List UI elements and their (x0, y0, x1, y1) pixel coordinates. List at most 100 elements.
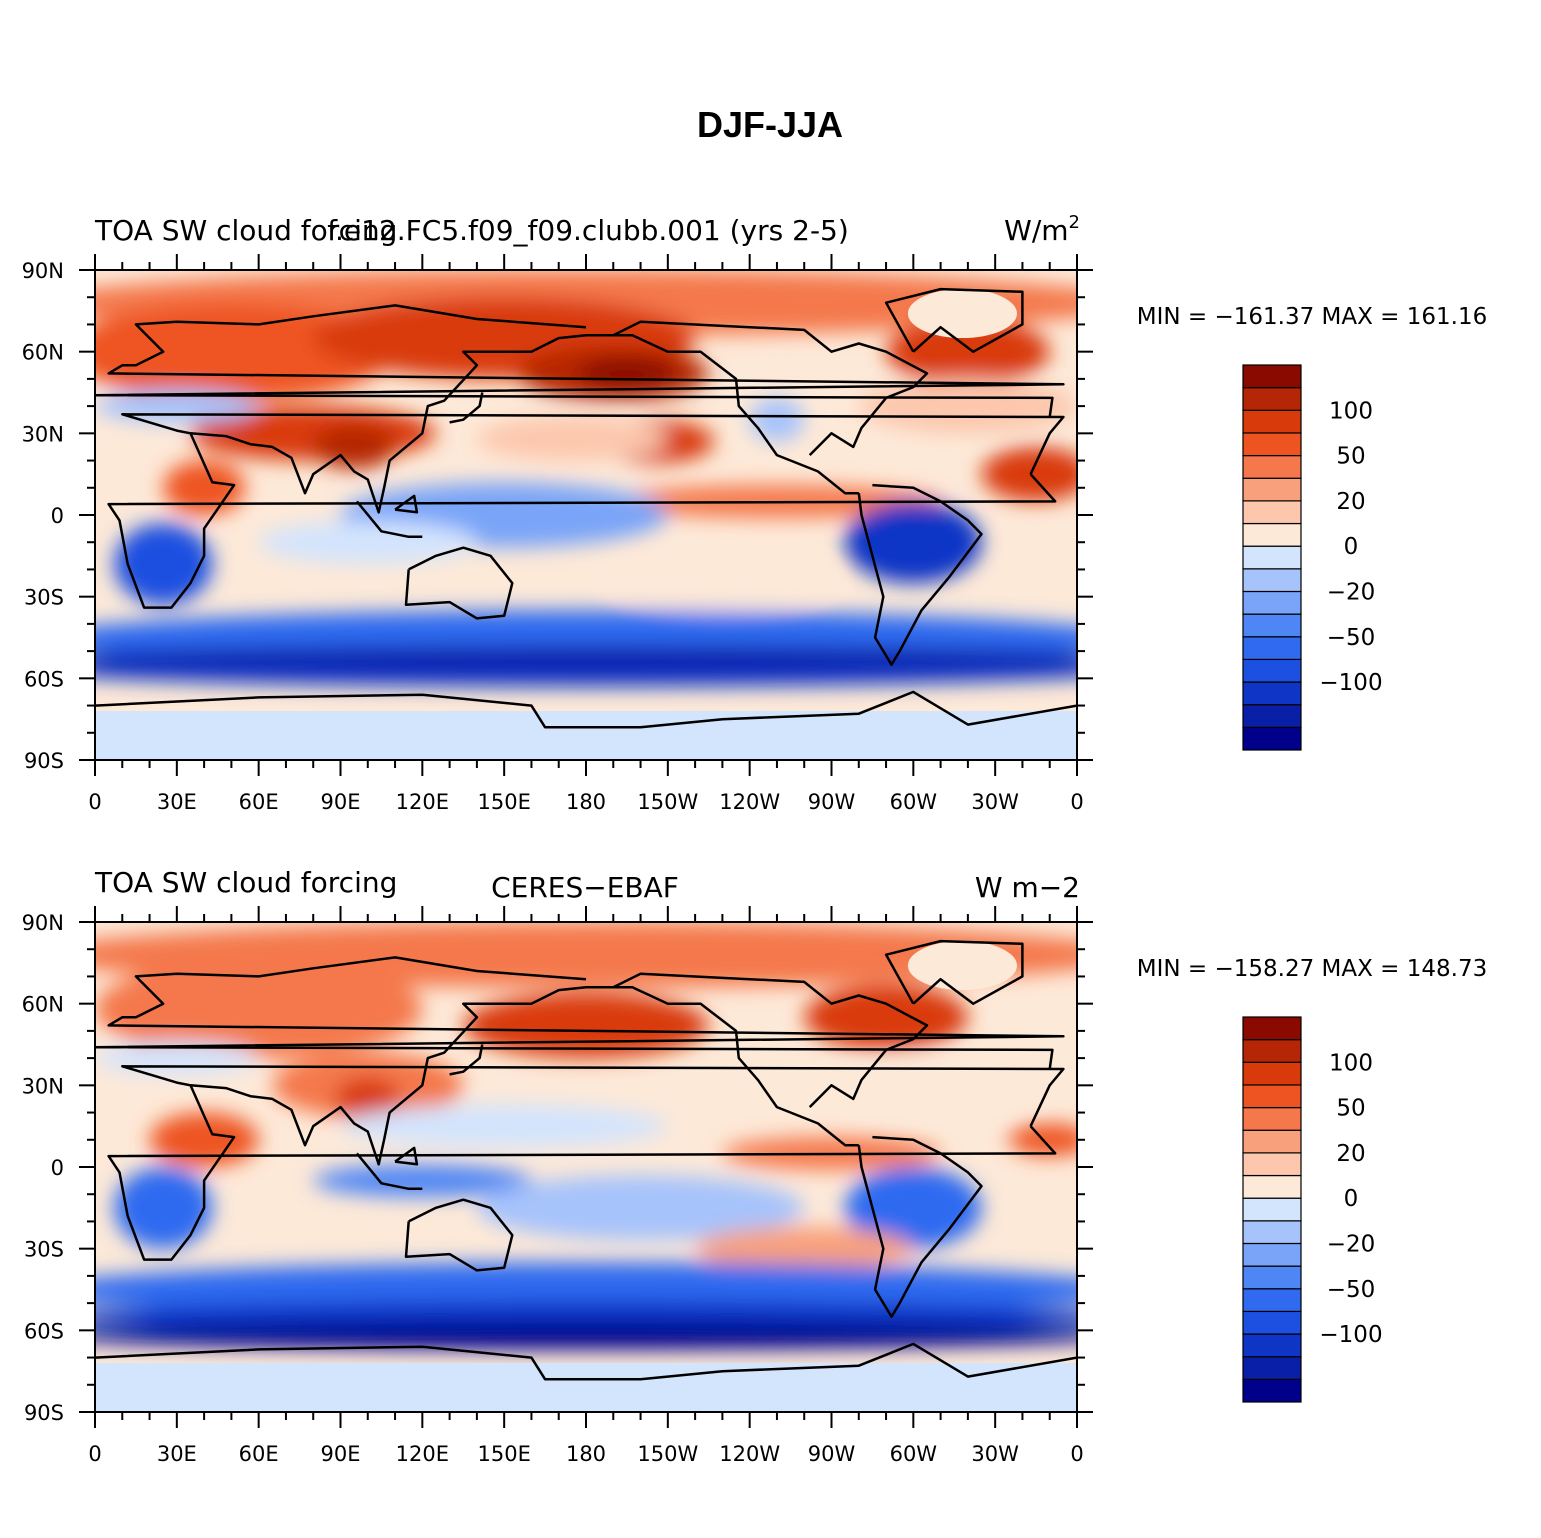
field-region-13 (845, 1167, 982, 1249)
coastline-1 (95, 304, 1065, 418)
field-region-15 (258, 520, 477, 564)
coastline-2 (190, 986, 587, 1166)
panel-units: W m−2 (975, 871, 1080, 904)
coastlines (95, 287, 1077, 729)
colorbar-swatch (1242, 1242, 1302, 1267)
colorbar: 100 50 20 0 −20 −50 −100 (1242, 364, 1383, 751)
x-tick-label: 90E (321, 1442, 361, 1466)
colorbar-label: −50 (1327, 1277, 1376, 1303)
panel-left-title: TOA SW cloud forcing (94, 866, 397, 899)
x-tick-label: 120E (396, 1442, 449, 1466)
x-axis-labels: 0 30E 60E 90E 120E 150E 180 150W 120W 90W 60W 30W 0 (88, 1442, 1083, 1466)
coastline-3 (404, 1198, 514, 1272)
colorbar-label: 100 (1329, 398, 1373, 424)
panel-center-title: f.e12.FC5.f09_f09.clubb.001 (yrs 2-5) (327, 214, 849, 247)
colorbar-label: 20 (1336, 489, 1365, 515)
y-tick-label: 90N (22, 911, 64, 935)
antarctica-fill (95, 1363, 1077, 1412)
field-region-1 (95, 960, 423, 1059)
x-tick-label: 30E (157, 1442, 197, 1466)
colorbar-swatch (1242, 545, 1302, 570)
coastline-6 (612, 320, 929, 456)
x-tick-label: 60W (890, 1442, 938, 1466)
field-region-9 (981, 446, 1077, 502)
colorbar-swatch (1242, 1106, 1302, 1131)
y-tick-label: 0 (51, 1156, 64, 1180)
x-tick-label: 0 (88, 1442, 101, 1466)
x-tick-label: 30W (971, 1442, 1019, 1466)
x-tick-label: 150W (637, 1442, 698, 1466)
coastline-4 (586, 986, 859, 1147)
colorbar-swatch (1242, 1039, 1302, 1063)
x-tick-label: 90W (808, 790, 856, 814)
colorbar-swatch (1242, 1310, 1302, 1335)
map-field (95, 922, 1077, 1412)
field-region-10 (340, 1104, 668, 1148)
colorbar-label: 20 (1336, 1141, 1365, 1167)
x-tick-label: 150E (477, 1442, 530, 1466)
colorbar-swatch (1242, 1265, 1302, 1290)
x-tick-label: 120W (719, 1442, 780, 1466)
colorbar-label: 0 (1344, 1186, 1359, 1212)
axis-ticks (79, 254, 1093, 776)
colorbar-swatch (1242, 1061, 1302, 1086)
colorbar-swatch (1242, 387, 1302, 411)
colorbar-label: −100 (1319, 670, 1382, 696)
coastline-5 (857, 483, 983, 666)
field-region-14 (476, 1175, 805, 1241)
colorbar-swatch (1242, 432, 1302, 457)
x-tick-label: 180 (566, 790, 606, 814)
field-region-11 (886, 319, 1050, 385)
coastline-10 (355, 1152, 423, 1191)
coastline-5 (857, 1135, 983, 1318)
coastline-3 (404, 546, 514, 620)
coastline-10 (355, 500, 423, 539)
units-base: W/m (1004, 214, 1068, 247)
field-region-12 (858, 378, 1077, 434)
field-region-13 (476, 417, 668, 461)
colorbar-swatch (1242, 1220, 1302, 1245)
colorbar-label: 100 (1329, 1050, 1373, 1076)
x-tick-label: 30E (157, 790, 197, 814)
coastline-11 (394, 494, 419, 514)
y-tick-label: 0 (51, 504, 64, 528)
colorbar-swatch (1242, 590, 1302, 615)
y-tick-label: 60N (22, 341, 64, 365)
coastline-8 (95, 1342, 1077, 1381)
x-tick-label: 0 (1070, 790, 1083, 814)
colorbar-swatch (1242, 636, 1302, 661)
colorbar-label: −20 (1327, 1231, 1376, 1257)
field-region-9 (831, 1058, 1050, 1113)
coastline-0 (107, 1065, 1065, 1261)
x-tick-label: 150W (637, 790, 698, 814)
colorbar-swatch (1242, 364, 1302, 389)
coastline-7 (884, 939, 1024, 1005)
coastline-0 (107, 413, 1065, 609)
coastlines (95, 939, 1077, 1381)
coastline-8 (95, 690, 1077, 729)
y-tick-label: 30S (24, 1238, 64, 1262)
y-tick-label: 90S (24, 1401, 64, 1425)
colorbar-swatch (1242, 1174, 1302, 1199)
greenland-fill (907, 289, 1017, 339)
min-max-stats: MIN = −161.37 MAX = 161.16 (1137, 304, 1488, 330)
colorbar-label: −100 (1319, 1322, 1382, 1348)
colorbar-swatch (1242, 477, 1302, 502)
y-tick-label: 60S (24, 1319, 64, 1343)
x-tick-label: 150E (477, 790, 530, 814)
field-region-16 (114, 523, 213, 605)
colorbar-swatch (1242, 1356, 1302, 1380)
panel-model: TOA SW cloud forcing f.e12.FC5.f09_f09.c… (22, 212, 1488, 814)
panel-observation: TOA SW cloud forcing CERES−EBAF W m−2 90… (22, 866, 1488, 1466)
x-axis-labels: 0 30E 60E 90E 120E 150E 180 150W 120W 90W 60W 30W 0 (88, 790, 1083, 814)
colorbar-swatch (1242, 1016, 1302, 1041)
colorbar-swatch (1242, 522, 1302, 547)
x-tick-label: 0 (1070, 1442, 1083, 1466)
antarctica-fill (95, 711, 1077, 760)
colorbar-swatch (1242, 500, 1302, 525)
greenland-fill (907, 941, 1017, 991)
colorbar-swatch (1242, 1197, 1302, 1222)
min-max-stats: MIN = −158.27 MAX = 148.73 (1137, 956, 1488, 982)
x-tick-label: 0 (88, 790, 101, 814)
